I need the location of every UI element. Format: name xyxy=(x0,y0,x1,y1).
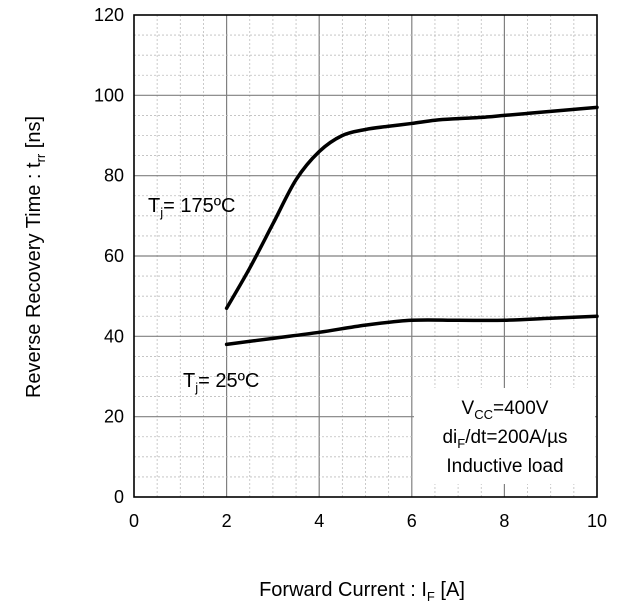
x-tick-label: 8 xyxy=(499,511,509,531)
series-label-25: Tj= 25ºC xyxy=(183,370,259,395)
y-tick-label: 100 xyxy=(94,85,124,105)
y-tick-label: 80 xyxy=(104,166,124,186)
series-line-25c xyxy=(224,314,599,347)
conditions-box xyxy=(414,388,595,484)
y-tick-label: 120 xyxy=(94,5,124,25)
y-tick-label: 20 xyxy=(104,407,124,427)
x-tick-label: 6 xyxy=(407,511,417,531)
plot-frame xyxy=(133,14,598,498)
x-axis-label: Forward Current : IF [A] xyxy=(259,579,465,604)
y-axis-label: Reverse Recovery Time : trr [ns] xyxy=(23,116,48,398)
y-tick-label: 60 xyxy=(104,246,124,266)
series-layer xyxy=(224,105,599,347)
condition-load: Inductive load xyxy=(446,456,563,477)
series-label-175: Tj= 175ºC xyxy=(148,195,235,220)
x-tick-label: 2 xyxy=(222,511,232,531)
x-tick-label: 10 xyxy=(587,511,607,531)
condition-vcc: VCC=400V xyxy=(462,398,549,422)
x-tick-label: 0 xyxy=(129,511,139,531)
series-line-175c xyxy=(224,105,599,310)
y-tick-label: 0 xyxy=(114,487,124,507)
x-tick-label: 4 xyxy=(314,511,324,531)
condition-didt: diF/dt=200A/µs xyxy=(442,427,567,451)
y-tick-label: 40 xyxy=(104,326,124,346)
